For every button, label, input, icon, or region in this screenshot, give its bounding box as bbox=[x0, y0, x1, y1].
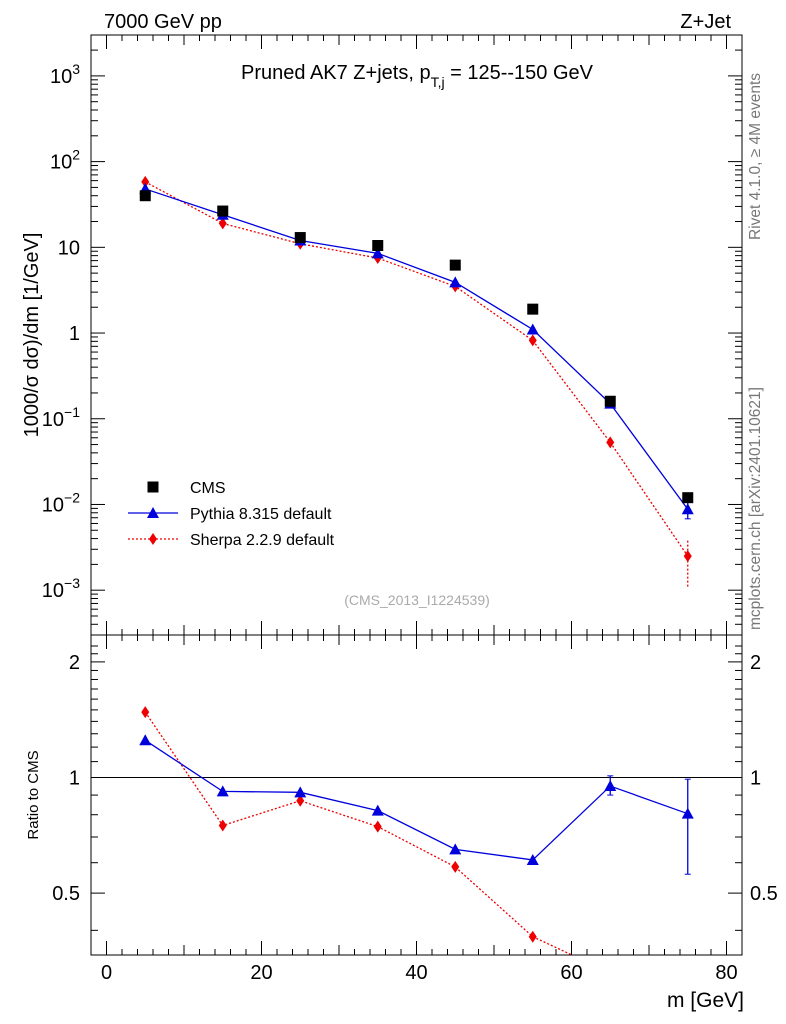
main-data-point bbox=[217, 205, 229, 217]
main-series-line bbox=[145, 188, 689, 510]
xtick-label: 80 bbox=[715, 962, 737, 984]
xtick-label: 60 bbox=[560, 962, 582, 984]
legend-marker bbox=[149, 533, 157, 545]
mcplots-label: mcplots.cern.ch [arXiv:2401.10621] bbox=[747, 387, 764, 630]
ratio-data-point bbox=[139, 734, 152, 746]
ratio-data-point bbox=[141, 706, 150, 719]
main-series-line bbox=[144, 181, 689, 557]
xtick-label: 20 bbox=[250, 962, 272, 984]
header-right: Z+Jet bbox=[680, 11, 731, 33]
ratio-plot-frame bbox=[90, 634, 743, 956]
ratio-series-line bbox=[144, 739, 688, 861]
ratio-data-point bbox=[296, 794, 305, 807]
ratio-ytick-label: 2 bbox=[69, 652, 80, 674]
ratio-ytick-label: 0.5 bbox=[52, 883, 80, 905]
ratio-data-point bbox=[373, 820, 382, 833]
ratio-data-point bbox=[216, 785, 229, 797]
ratio-ytick-label-right: 0.5 bbox=[750, 883, 778, 905]
legend-label: Pythia 8.315 default bbox=[190, 506, 332, 523]
header-left: 7000 GeV pp bbox=[104, 11, 222, 33]
main-data-point bbox=[371, 247, 384, 259]
main-data-point bbox=[139, 190, 151, 202]
main-ytick-label: 1 bbox=[69, 323, 80, 345]
ratio-ytick-label: 1 bbox=[69, 768, 80, 790]
xlabel: m [GeV] bbox=[667, 989, 744, 1012]
main-axis-ticks bbox=[91, 34, 742, 636]
ratio-series-group bbox=[139, 706, 694, 955]
main-data-point bbox=[526, 323, 539, 335]
main-data-point bbox=[449, 276, 462, 288]
ratio-ytick-label-right: 2 bbox=[750, 652, 761, 674]
ratio-series-line bbox=[144, 711, 574, 955]
main-ytick-label: 10−2 bbox=[42, 489, 80, 516]
ratio-ylabel: Ratio to CMS bbox=[25, 750, 42, 839]
main-data-point bbox=[294, 232, 306, 244]
legend-marker bbox=[147, 481, 159, 493]
main-data-point bbox=[527, 303, 539, 315]
legend: CMS Pythia 8.315 default Sherpa 2.2.9 defa… bbox=[128, 480, 335, 549]
ratio-data-point bbox=[681, 807, 694, 819]
main-data-point bbox=[528, 334, 537, 347]
main-data-point bbox=[604, 395, 616, 407]
ratio-data-point bbox=[526, 853, 539, 865]
plot-title: Pruned AK7 Z+jets, pT,j = 125--150 GeV bbox=[241, 62, 594, 90]
main-ytick-label: 103 bbox=[50, 61, 80, 88]
rivet-label: Rivet 4.1.0, ≥ 4M events bbox=[747, 73, 764, 240]
main-data-point bbox=[681, 503, 694, 515]
ratio-data-point bbox=[604, 780, 617, 792]
ratio-ytick-labels: 2 2 1 1 0.5 0.5 bbox=[52, 652, 778, 905]
main-ytick-label: 10−1 bbox=[42, 404, 80, 431]
ratio-data-point bbox=[218, 819, 227, 832]
main-ytick-label: 102 bbox=[50, 147, 80, 174]
main-data-point bbox=[682, 492, 694, 504]
main-data-point bbox=[141, 175, 150, 188]
main-plot-frame bbox=[90, 34, 743, 636]
main-data-point bbox=[218, 217, 227, 230]
xtick-labels: 0 20 40 60 80 bbox=[101, 962, 738, 984]
ratio-data-point bbox=[294, 786, 307, 798]
analysis-watermark: (CMS_2013_I1224539) bbox=[344, 592, 490, 608]
main-data-point bbox=[372, 240, 384, 252]
legend-marker bbox=[147, 507, 159, 518]
ratio-data-point bbox=[451, 860, 460, 873]
ratio-ytick-label-right: 1 bbox=[750, 768, 761, 790]
main-series-group bbox=[139, 175, 694, 587]
main-data-point bbox=[449, 259, 461, 271]
xtick-label: 0 bbox=[101, 962, 112, 984]
ratio-data-point bbox=[528, 930, 537, 943]
legend-label: Sherpa 2.2.9 default bbox=[190, 532, 335, 549]
main-ytick-label: 10−3 bbox=[42, 575, 80, 602]
ratio-axis-ticks bbox=[91, 635, 742, 955]
main-ytick-label: 10 bbox=[58, 237, 80, 259]
ratio-data-point bbox=[449, 843, 462, 855]
main-data-point bbox=[683, 550, 692, 563]
main-ylabel: 1000/σ dσ)/dm [1/GeV] bbox=[21, 233, 43, 438]
ratio-data-point bbox=[371, 804, 384, 816]
main-data-point bbox=[606, 436, 615, 449]
xtick-label: 40 bbox=[405, 962, 427, 984]
legend-label: CMS bbox=[190, 480, 226, 497]
